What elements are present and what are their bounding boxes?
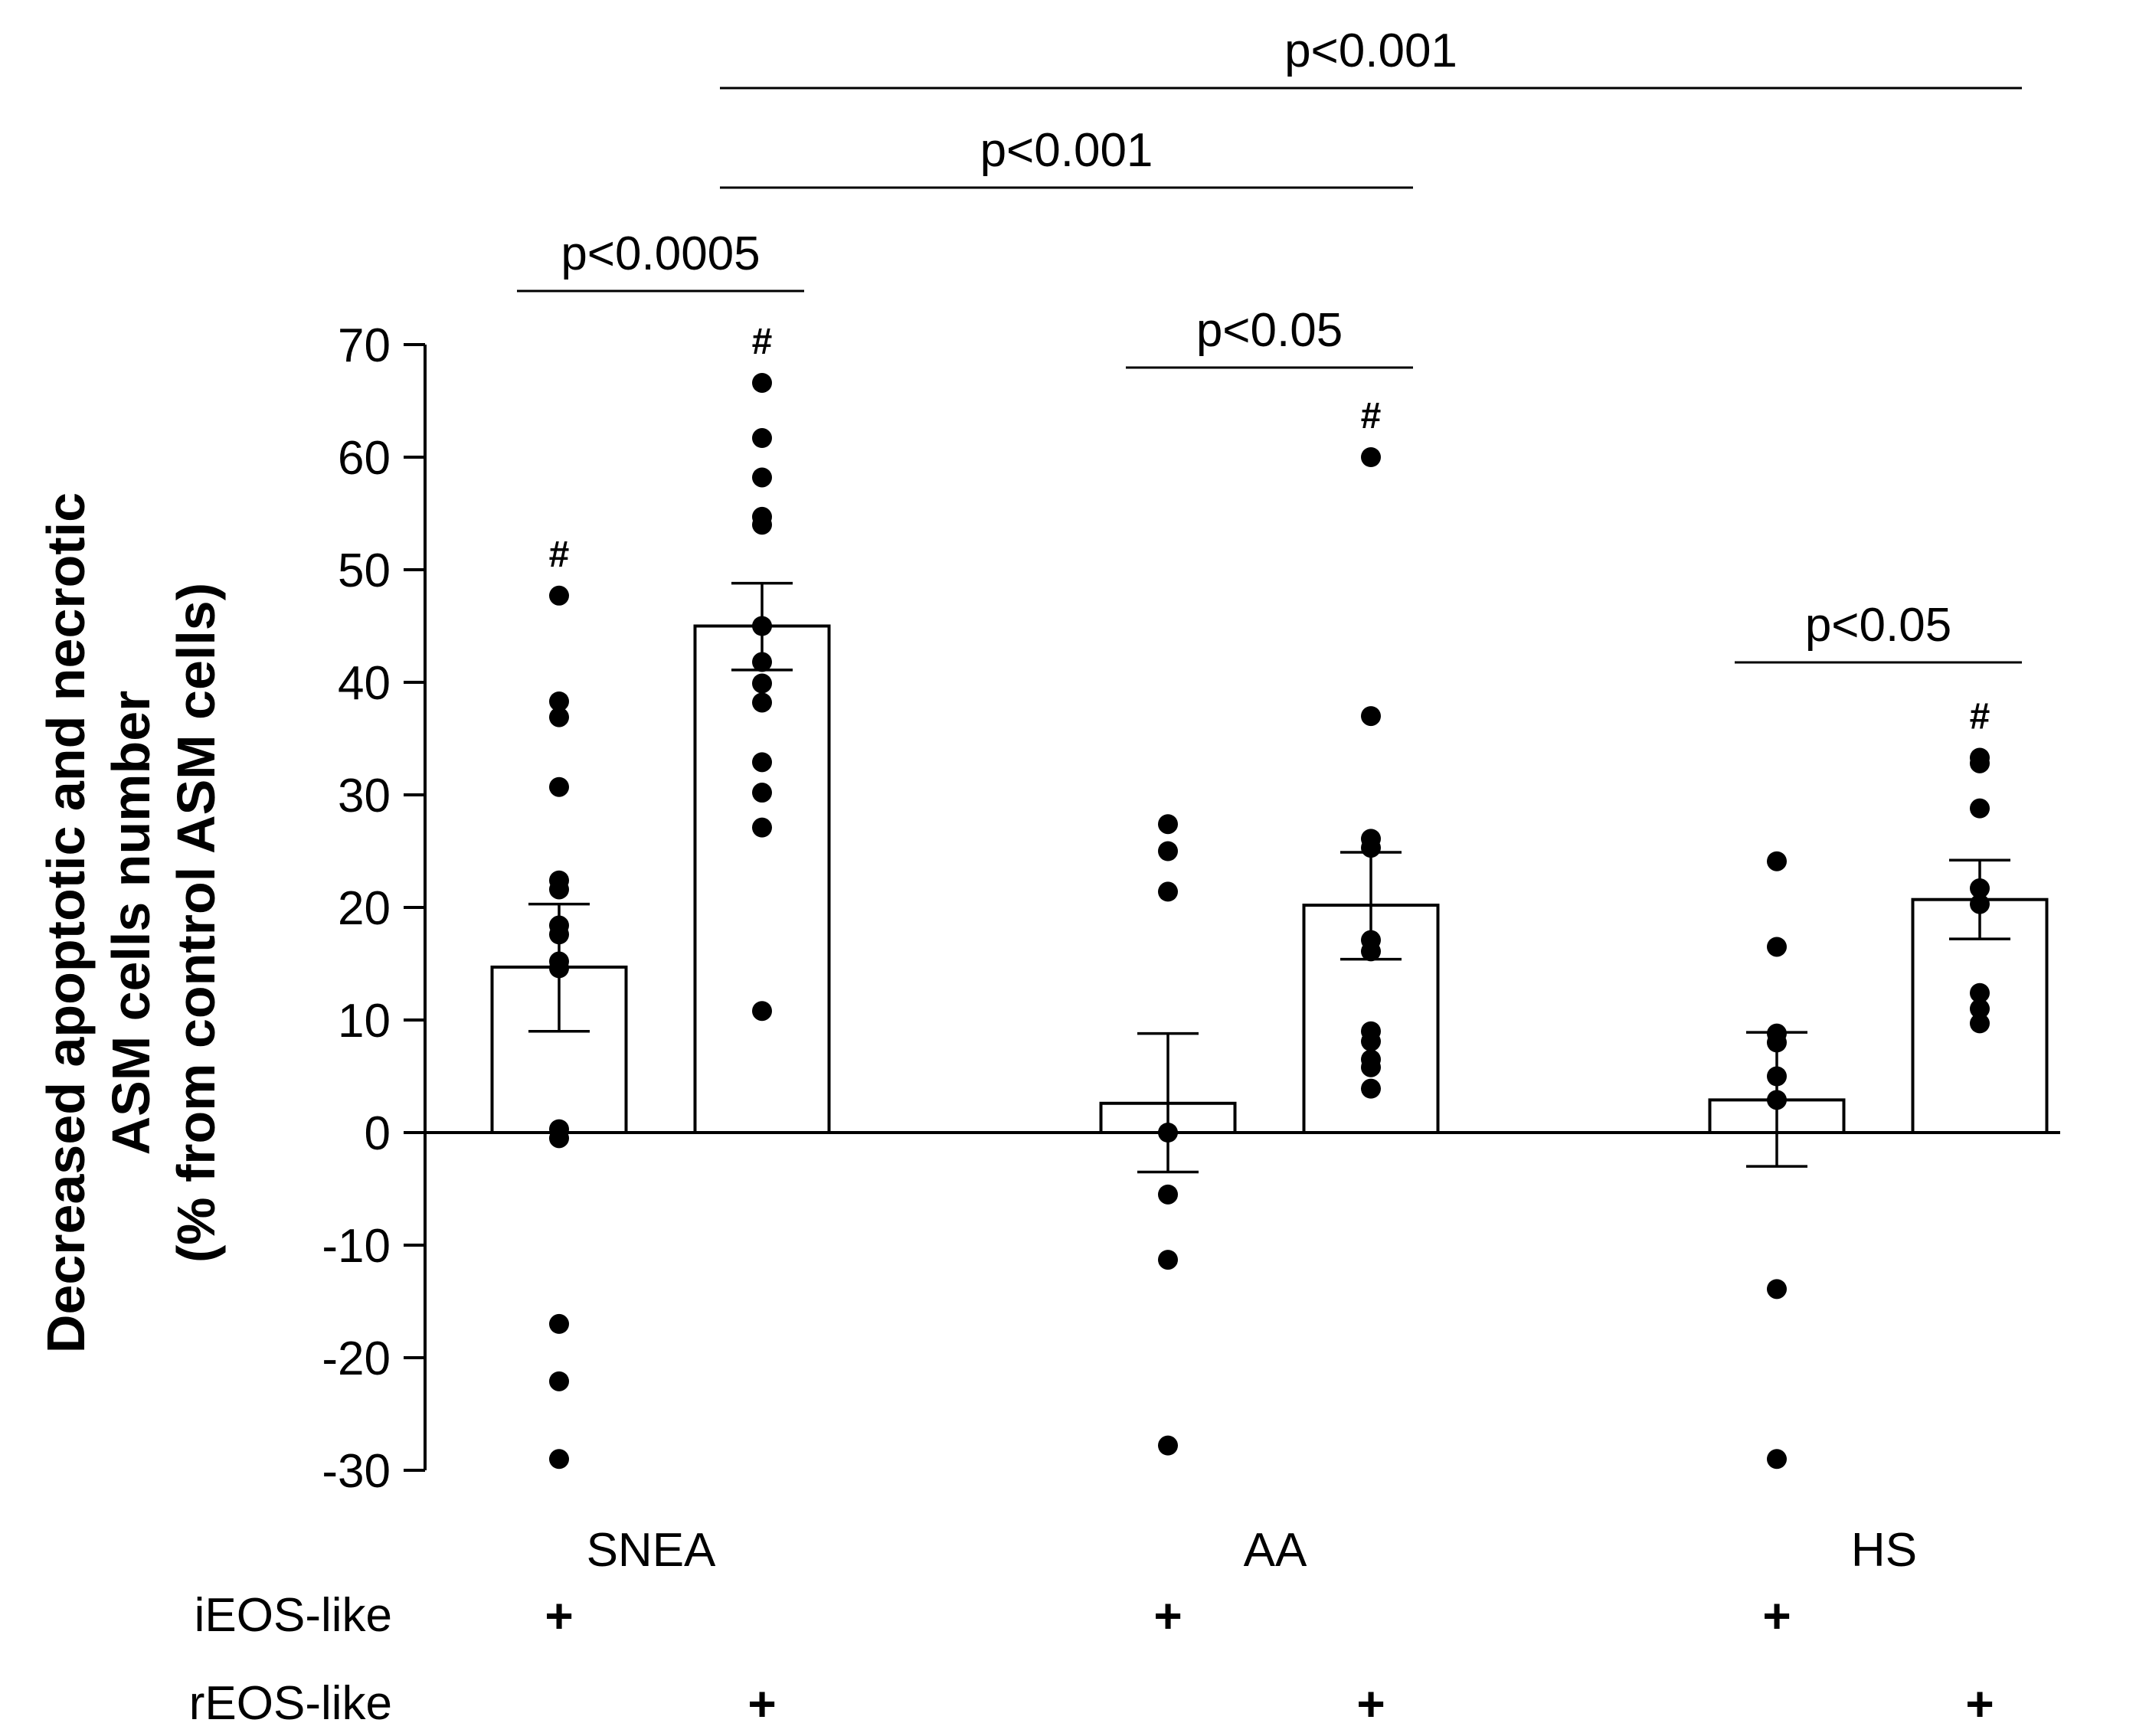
data-point: [1970, 894, 1990, 914]
data-point: [752, 673, 772, 694]
significance-hash: #: [1361, 396, 1382, 436]
y-tick-label: -20: [322, 1332, 391, 1385]
data-point: [1767, 1066, 1787, 1087]
data-point: [1361, 706, 1381, 727]
p-value-label: p<0.001: [1284, 25, 1457, 77]
data-point: [752, 467, 772, 488]
y-tick-label: 50: [338, 544, 391, 597]
y-tick-label: -30: [322, 1445, 391, 1498]
data-point: [1970, 1013, 1990, 1034]
significance-hash: #: [1970, 696, 1990, 737]
data-point: [1361, 1031, 1381, 1051]
data-point: [1361, 447, 1381, 467]
data-point: [752, 515, 772, 535]
data-point: [752, 783, 772, 803]
data-point: [1970, 982, 1990, 1003]
data-point: [1158, 814, 1178, 835]
data-point: [752, 428, 772, 449]
x-axis-labels: SNEA AA HS iEOS-like rEOS-like + + + + + +: [189, 1524, 1994, 1731]
data-point: [1767, 851, 1787, 871]
data-point: [549, 879, 569, 900]
data-point: [1158, 841, 1178, 861]
y-axis-title-line: ASM cells number: [101, 691, 161, 1156]
data-point: [1158, 1250, 1178, 1270]
data-point: [1767, 1449, 1787, 1470]
p-value-label: p<0.0005: [561, 227, 760, 280]
y-tick-label: 70: [338, 319, 391, 372]
data-point: [752, 817, 772, 838]
data-points: [549, 372, 1990, 1470]
p-value-brackets: p<0.0005 p<0.001 p<0.001 p<0.05 p<0.05: [517, 25, 2022, 664]
y-axis-title-line: Decreased apoptotic and necrotic: [36, 492, 96, 1353]
group-label: AA: [1244, 1524, 1307, 1577]
y-axis-title-line: (% from control ASM cells): [166, 583, 226, 1263]
bars: [490, 624, 2049, 1135]
data-point: [1158, 1184, 1178, 1205]
data-point: [549, 958, 569, 979]
data-point: [1970, 753, 1990, 773]
data-point: [1767, 1279, 1787, 1300]
data-point: [1767, 1032, 1787, 1053]
y-tick-label: -10: [322, 1220, 391, 1273]
condition-plus-marker: +: [545, 1588, 573, 1643]
data-point: [549, 1371, 569, 1391]
data-point: [549, 585, 569, 606]
data-point: [549, 776, 569, 797]
data-point: [752, 692, 772, 713]
data-point: [752, 1001, 772, 1022]
condition-row-label: iEOS-like: [195, 1589, 392, 1642]
data-point: [1767, 937, 1787, 957]
condition-plus-marker: +: [1762, 1588, 1791, 1643]
significance-hash: #: [549, 535, 570, 575]
y-tick-label: 20: [338, 882, 391, 935]
data-point: [1361, 1078, 1381, 1099]
condition-plus-marker: +: [1153, 1588, 1182, 1643]
data-point: [752, 752, 772, 773]
data-point: [1361, 838, 1381, 858]
data-point: [752, 616, 772, 636]
y-tick-label: 30: [338, 770, 391, 822]
y-tick-label: 10: [338, 995, 391, 1048]
data-point: [1970, 999, 1990, 1019]
data-point: [1361, 1057, 1381, 1077]
group-label: SNEA: [587, 1524, 716, 1577]
data-point: [752, 372, 772, 393]
data-point: [1158, 1435, 1178, 1456]
y-tick-label: 60: [338, 432, 391, 485]
condition-plus-marker: +: [1965, 1676, 1994, 1731]
group-label: HS: [1851, 1524, 1917, 1577]
data-point: [1767, 1090, 1787, 1110]
condition-plus-marker: +: [747, 1676, 776, 1731]
y-axis-title: Decreased apoptotic and necrotic ASM cell…: [36, 492, 226, 1353]
y-tick-label: 0: [365, 1107, 391, 1160]
data-point: [549, 1449, 569, 1470]
p-value-label: p<0.05: [1196, 304, 1343, 357]
data-point: [549, 924, 569, 945]
p-value-label: p<0.001: [980, 124, 1153, 177]
data-point: [752, 652, 772, 672]
data-point: [1970, 878, 1990, 899]
p-value-label: p<0.05: [1805, 599, 1951, 652]
condition-row-label: rEOS-like: [189, 1677, 392, 1730]
data-point: [549, 691, 569, 711]
y-tick-label: 40: [338, 657, 391, 710]
data-point: [1158, 881, 1178, 902]
significance-hash: #: [752, 322, 773, 362]
data-point: [1970, 798, 1990, 819]
significance-hash-marks: # # # #: [549, 322, 1990, 737]
y-axis: 70 60 50 40 30 20 10 0 -10 -20 -30: [322, 319, 427, 1498]
data-point: [549, 1313, 569, 1334]
data-point: [549, 707, 569, 727]
condition-plus-marker: +: [1356, 1676, 1385, 1731]
data-point: [1361, 941, 1381, 962]
